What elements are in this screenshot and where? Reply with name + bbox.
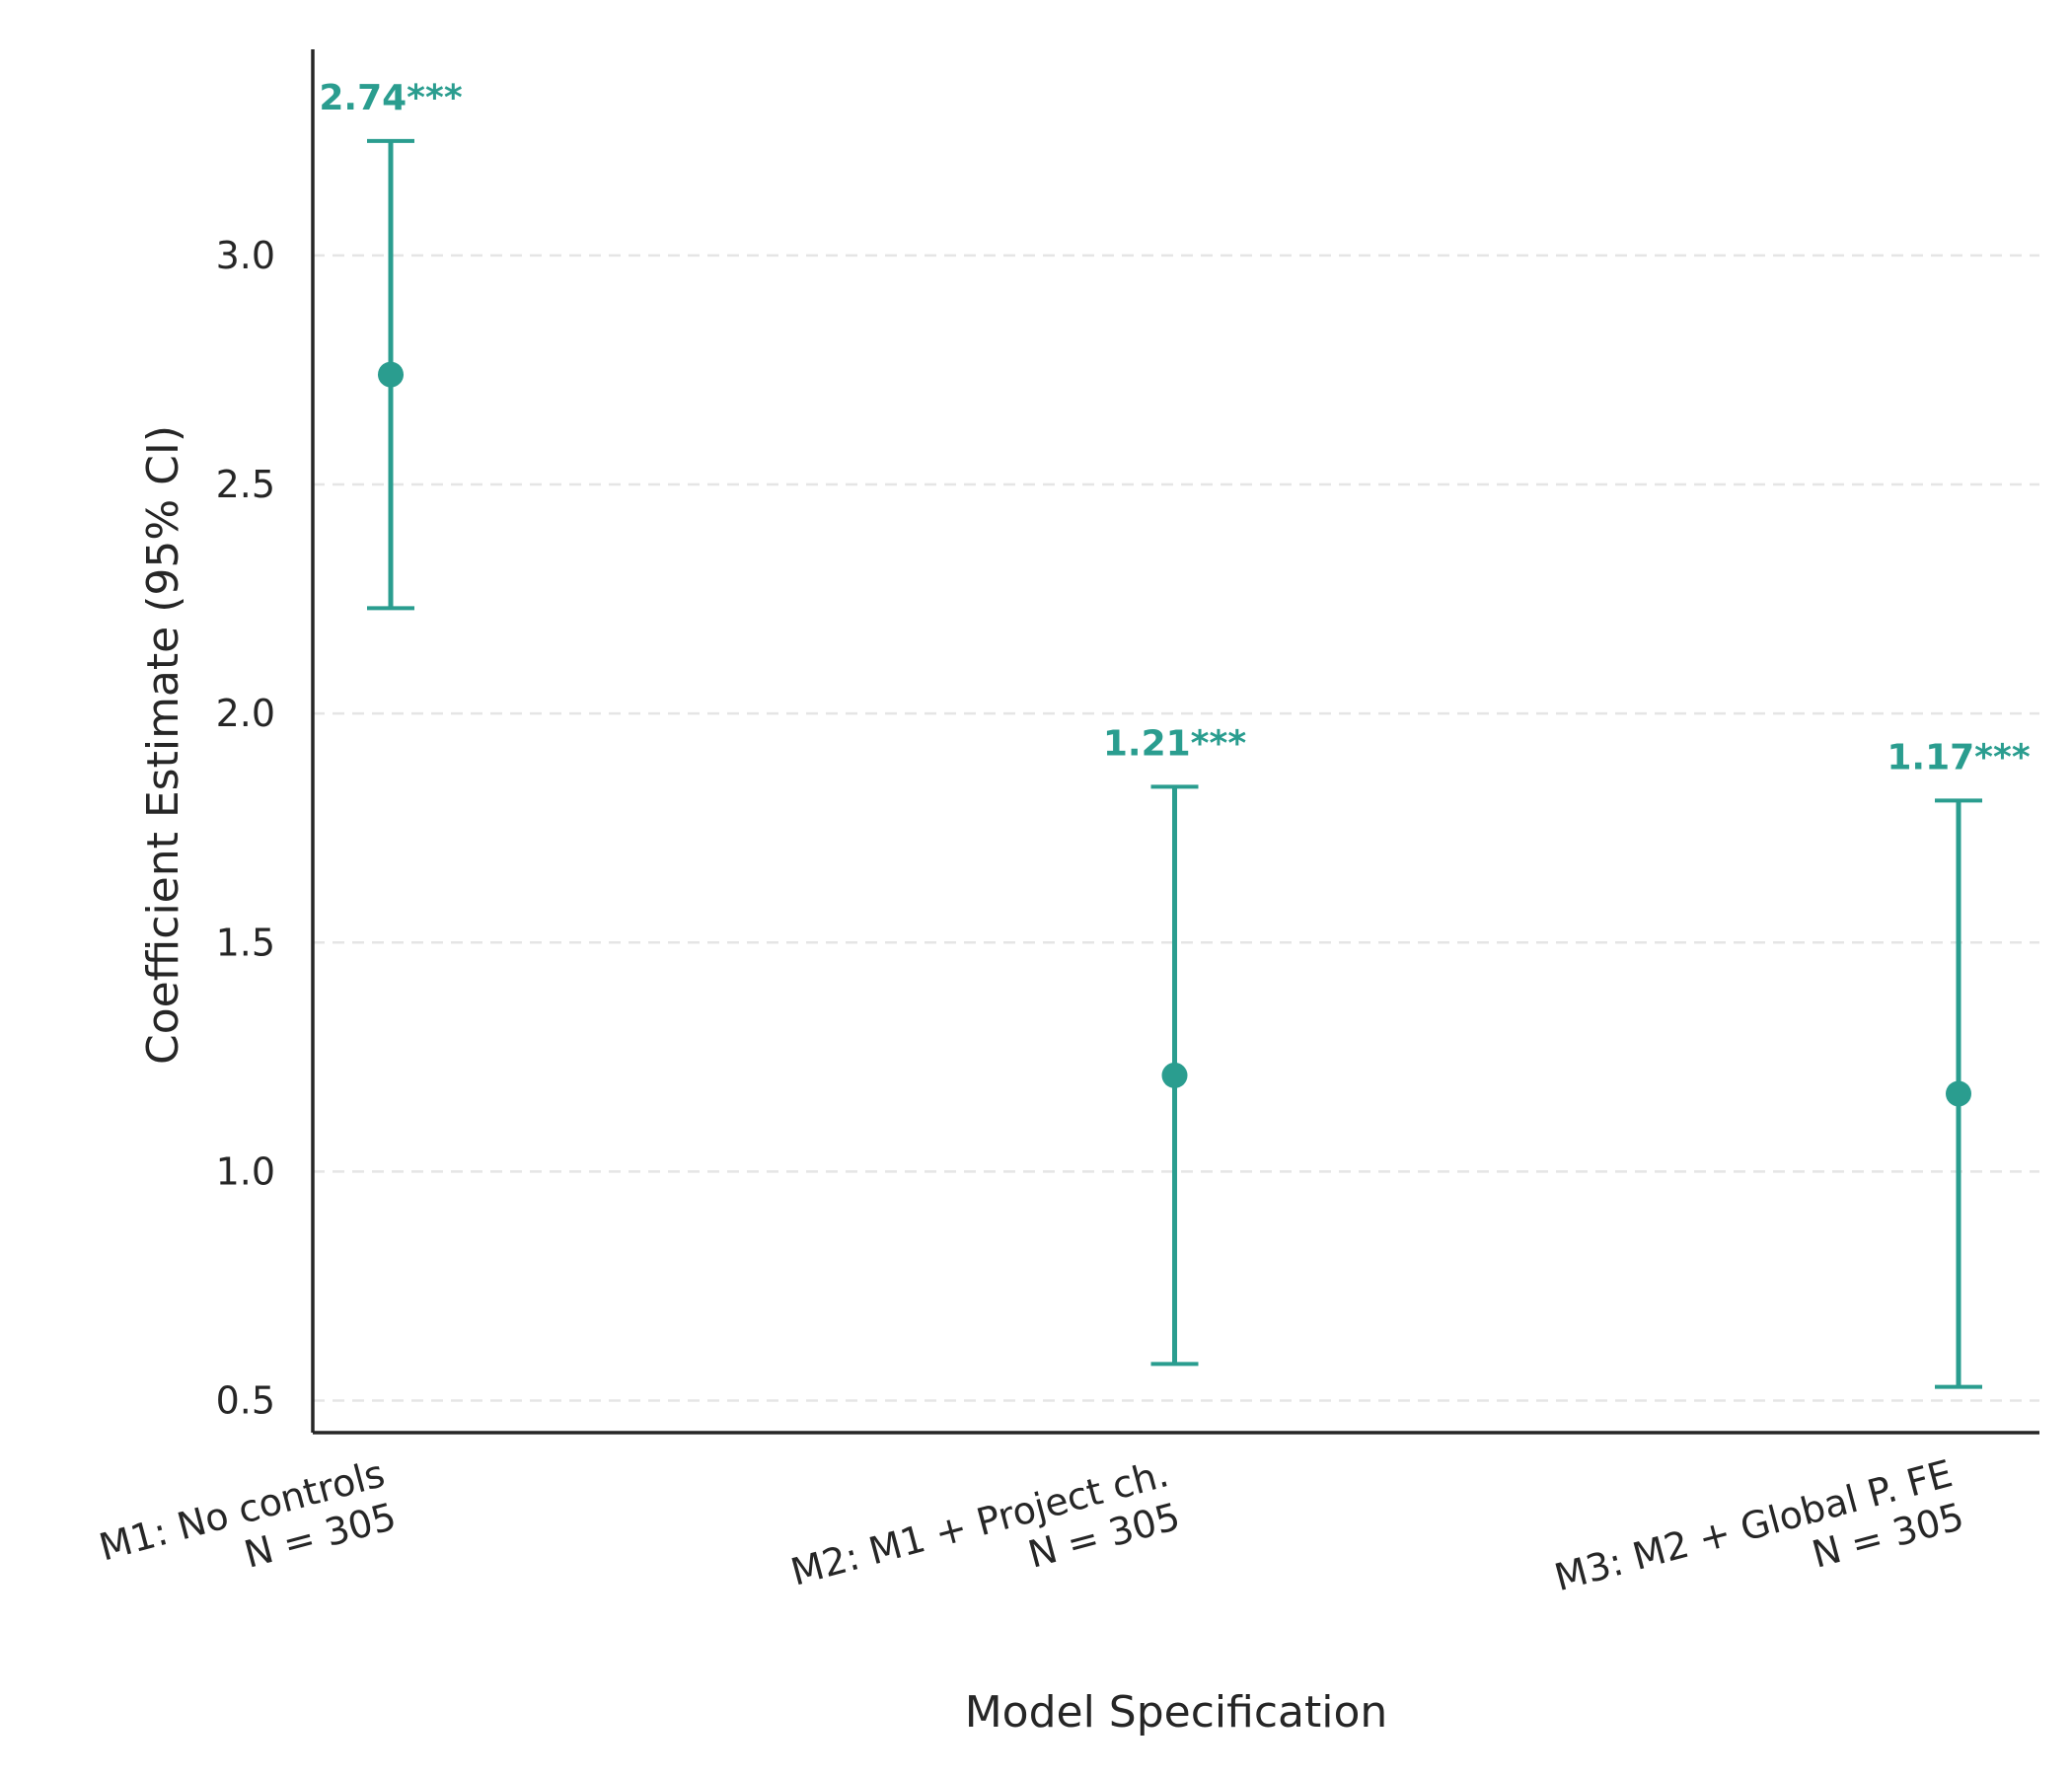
point-estimate [1161, 1062, 1188, 1088]
y-axis-title: Coefficient Estimate (95% CI) [138, 425, 188, 1065]
y-tick-label: 2.5 [216, 463, 275, 506]
point-estimate [1946, 1080, 1971, 1107]
estimate-label: 1.17*** [1887, 737, 2030, 777]
error-bars: 2.74*** 1.21*** 1.17*** [319, 78, 2031, 1389]
y-tick-label: 2.0 [216, 692, 275, 735]
error-bar-2: 1.21*** [1103, 723, 1246, 1367]
y-tick-label: 1.5 [216, 921, 275, 964]
x-axis-title: Model Specification [965, 1687, 1388, 1738]
x-tick-label: M3: M2 + Global P. FEN = 305 [1550, 1451, 1968, 1599]
x-tick-label: M2: M1 + Project ch.N = 305 [786, 1451, 1185, 1593]
y-tick-label: 0.5 [216, 1379, 275, 1423]
y-tick-labels: 0.5 1.0 1.5 2.0 2.5 3.0 [216, 234, 275, 1423]
estimate-label: 2.74*** [319, 78, 462, 118]
y-tick-label: 1.0 [216, 1149, 275, 1193]
error-bar-3: 1.17*** [1887, 737, 2031, 1389]
point-estimate [378, 361, 404, 388]
error-bar-1: 2.74*** [319, 78, 463, 611]
estimate-label: 1.21*** [1103, 723, 1246, 764]
y-tick-label: 3.0 [216, 234, 275, 277]
gridlines [313, 254, 2039, 1402]
